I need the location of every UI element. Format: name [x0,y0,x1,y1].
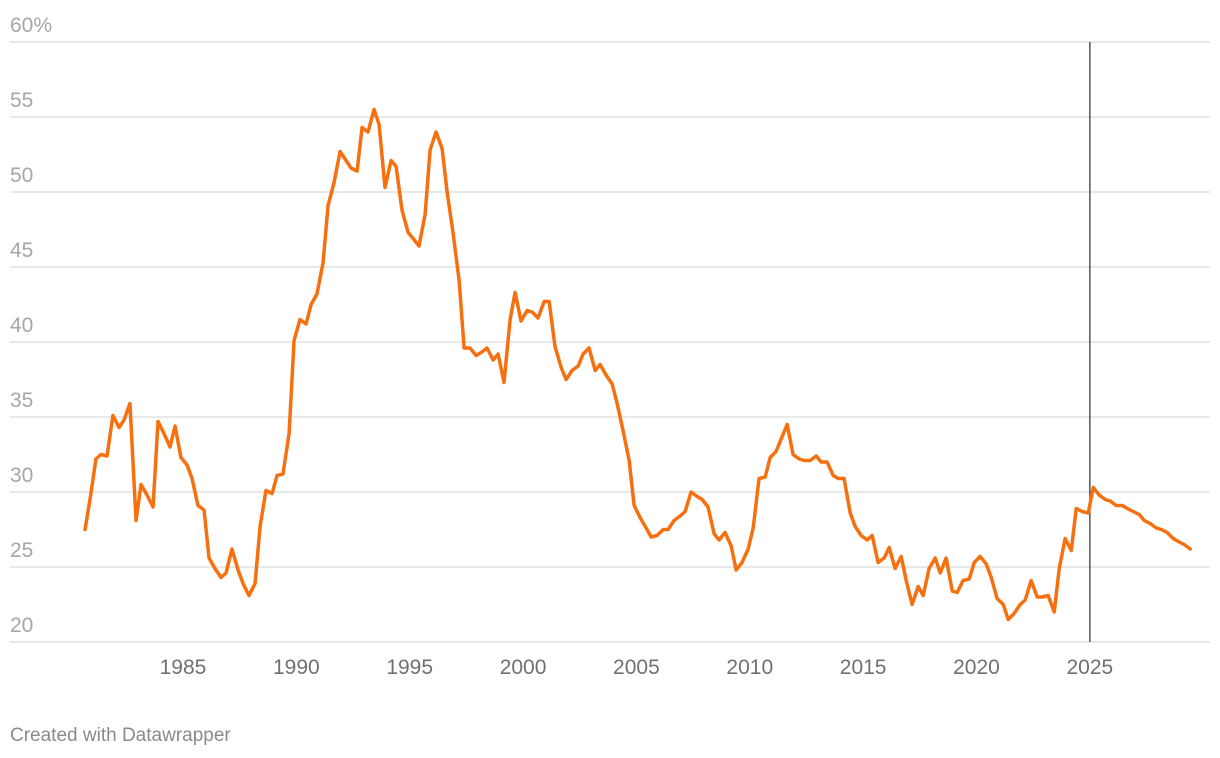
source-note: Created with Datawrapper [10,725,231,746]
y-tick-label: 35 [10,389,33,412]
x-tick-label: 2010 [726,656,773,679]
y-tick-label: 45 [10,239,33,262]
y-tick-label: 30 [10,464,33,487]
x-tick-label: 1995 [386,656,433,679]
x-tick-label: 2005 [613,656,660,679]
x-tick-label: 2025 [1066,656,1113,679]
data-line [83,107,1193,622]
y-tick-label: 55 [10,89,33,112]
x-tick-label: 2020 [953,656,1000,679]
y-tick-label: 60% [10,14,52,37]
x-tick-label: 1990 [273,656,320,679]
x-tick-label: 1985 [160,656,207,679]
y-tick-label: 25 [10,539,33,562]
y-tick-label: 20 [10,614,33,637]
y-tick-label: 50 [10,164,33,187]
x-tick-label: 2015 [840,656,887,679]
y-tick-label: 40 [10,314,33,337]
x-tick-label: 2000 [500,656,547,679]
